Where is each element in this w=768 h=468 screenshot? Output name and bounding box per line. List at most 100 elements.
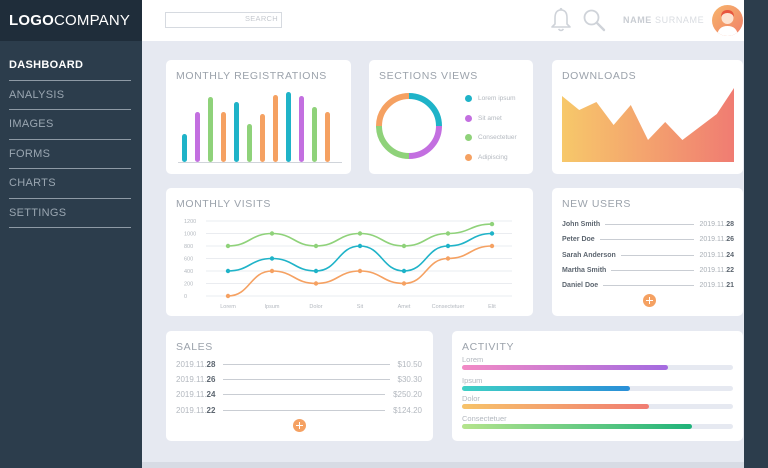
monthly-registrations-card: MONTHLY REGISTRATIONS bbox=[166, 60, 351, 174]
data-point bbox=[313, 281, 319, 286]
x-tick-label: Ipsum bbox=[265, 304, 280, 310]
data-point bbox=[489, 243, 495, 249]
activity-track bbox=[462, 386, 733, 391]
search-input[interactable]: SEARCH bbox=[165, 12, 282, 28]
data-point bbox=[445, 256, 451, 261]
data-point bbox=[269, 256, 275, 261]
bar bbox=[208, 97, 213, 162]
y-tick-label: 800 bbox=[184, 244, 193, 250]
visits-line-chart: 0 200 400 600 800 1000 1200 Lorem Ipsum Dolor Sit A… bbox=[184, 219, 512, 310]
activity-item-consectetuer: Consectetuer bbox=[462, 414, 733, 429]
sales-card: SALES 2019.11.28 $10.50 2019.11.26 $30.30 … bbox=[166, 331, 433, 441]
data-point bbox=[445, 243, 451, 249]
list-item[interactable]: Peter Doe 2019.11.26 bbox=[562, 236, 734, 244]
bell-icon[interactable] bbox=[549, 7, 573, 33]
logo-bar: LOGOCOMPANY bbox=[0, 0, 142, 41]
sidebar-item-analysis[interactable]: ANALYSIS bbox=[9, 81, 131, 110]
data-point bbox=[225, 243, 231, 249]
data-point bbox=[489, 221, 495, 227]
avatar[interactable] bbox=[712, 5, 743, 36]
x-tick-label: Sit bbox=[357, 304, 364, 310]
card-title: ACTIVITY bbox=[462, 341, 515, 353]
list-item[interactable]: John Smith 2019.11.28 bbox=[562, 221, 734, 229]
bar bbox=[260, 114, 265, 162]
table-row[interactable]: 2019.11.28 $10.50 bbox=[176, 360, 422, 370]
bar bbox=[182, 134, 187, 162]
legend-item: Adipiscing bbox=[465, 148, 535, 168]
right-frame bbox=[744, 0, 768, 468]
activity-item-dolor: Dolor bbox=[462, 394, 733, 409]
sidebar-item-charts[interactable]: CHARTS bbox=[9, 169, 131, 199]
y-tick-label: 1200 bbox=[184, 219, 196, 225]
card-title: MONTHLY REGISTRATIONS bbox=[176, 70, 327, 82]
y-tick-label: 400 bbox=[184, 269, 193, 275]
sidebar-item-settings[interactable]: SETTINGS bbox=[9, 199, 131, 228]
top-bar: SEARCH NAME SURNAME bbox=[142, 0, 744, 41]
y-tick-label: 1000 bbox=[184, 232, 196, 238]
card-title: SALES bbox=[176, 341, 213, 353]
activity-item-lorem: Lorem bbox=[462, 355, 733, 370]
bar bbox=[286, 92, 291, 162]
legend-item: Consectetuer bbox=[465, 128, 535, 148]
activity-card: ACTIVITY Lorem Ipsum Dolor Consectetuer bbox=[452, 331, 743, 441]
main-content: SEARCH NAME SURNAME MONTHLY REGISTRATION… bbox=[142, 0, 744, 468]
data-point bbox=[269, 268, 275, 274]
donut-slice bbox=[376, 125, 410, 159]
activity-label: Lorem bbox=[462, 355, 484, 364]
sidebar-item-images[interactable]: IMAGES bbox=[9, 110, 131, 140]
search-icon[interactable] bbox=[582, 8, 606, 32]
add-user-button[interactable] bbox=[643, 294, 656, 307]
legend-item: Lorem ipsum bbox=[465, 89, 535, 109]
data-point bbox=[313, 268, 319, 274]
bar bbox=[221, 112, 226, 162]
activity-label: Dolor bbox=[462, 394, 480, 403]
activity-bar bbox=[462, 386, 631, 391]
donut-slice bbox=[376, 93, 410, 127]
activity-bar bbox=[462, 424, 693, 429]
table-row[interactable]: 2019.11.22 $124.20 bbox=[176, 405, 422, 415]
bar bbox=[273, 95, 278, 162]
bar bbox=[299, 96, 304, 162]
table-row[interactable]: 2019.11.26 $30.30 bbox=[176, 375, 422, 385]
search-button[interactable]: SEARCH bbox=[244, 14, 278, 23]
data-point bbox=[225, 268, 231, 274]
data-point bbox=[401, 243, 407, 249]
new-users-list: John Smith 2019.11.28 Peter Doe 2019.11.26… bbox=[562, 217, 734, 293]
card-title: SECTIONS VIEWS bbox=[379, 70, 478, 82]
logo[interactable]: LOGOCOMPANY bbox=[9, 12, 131, 29]
bottom-strip bbox=[142, 462, 744, 468]
sections-views-card: SECTIONS VIEWS Lorem ipsum Sit amet Cons… bbox=[369, 60, 533, 174]
x-tick-label: Amet bbox=[398, 304, 411, 310]
activity-item-ipsum: Ipsum bbox=[462, 376, 733, 391]
activity-track bbox=[462, 404, 733, 409]
registrations-bar-chart bbox=[178, 92, 342, 163]
user-name[interactable]: NAME SURNAME bbox=[623, 15, 705, 25]
series-line bbox=[227, 232, 493, 272]
area-fill bbox=[562, 88, 734, 162]
data-point bbox=[489, 231, 495, 236]
x-tick-label: Consectetuer bbox=[432, 304, 465, 310]
x-tick-label: Lorem bbox=[220, 304, 236, 310]
sidebar-item-forms[interactable]: FORMS bbox=[9, 140, 131, 169]
card-title: MONTHLY VISITS bbox=[176, 198, 271, 210]
x-tick-label: Dolor bbox=[309, 304, 322, 310]
donut-slice bbox=[408, 125, 442, 159]
monthly-visits-card: MONTHLY VISITS 0 200 400 600 800 1000 1200 Lore… bbox=[166, 188, 533, 316]
data-point bbox=[445, 231, 451, 236]
data-point bbox=[401, 281, 407, 286]
legend-dot bbox=[465, 114, 472, 122]
list-item[interactable]: Daniel Doe 2019.11.21 bbox=[562, 282, 734, 290]
list-item[interactable]: Martha Smith 2019.11.22 bbox=[562, 267, 734, 275]
sales-list: 2019.11.28 $10.50 2019.11.26 $30.30 2019.1… bbox=[176, 357, 422, 418]
sidebar: LOGOCOMPANY DASHBOARD ANALYSIS IMAGES FO… bbox=[0, 0, 142, 468]
list-item[interactable]: Sarah Anderson 2019.11.24 bbox=[562, 251, 734, 259]
downloads-card: DOWNLOADS bbox=[552, 60, 743, 174]
table-row[interactable]: 2019.11.24 $250.20 bbox=[176, 390, 422, 400]
x-tick-label: Elit bbox=[488, 304, 496, 310]
donut-slice bbox=[408, 93, 442, 127]
sidebar-item-dashboard[interactable]: DASHBOARD bbox=[9, 51, 131, 81]
data-point bbox=[401, 268, 407, 274]
add-sale-button[interactable] bbox=[293, 419, 306, 432]
activity-bar bbox=[462, 365, 668, 370]
activity-label: Ipsum bbox=[462, 376, 483, 385]
